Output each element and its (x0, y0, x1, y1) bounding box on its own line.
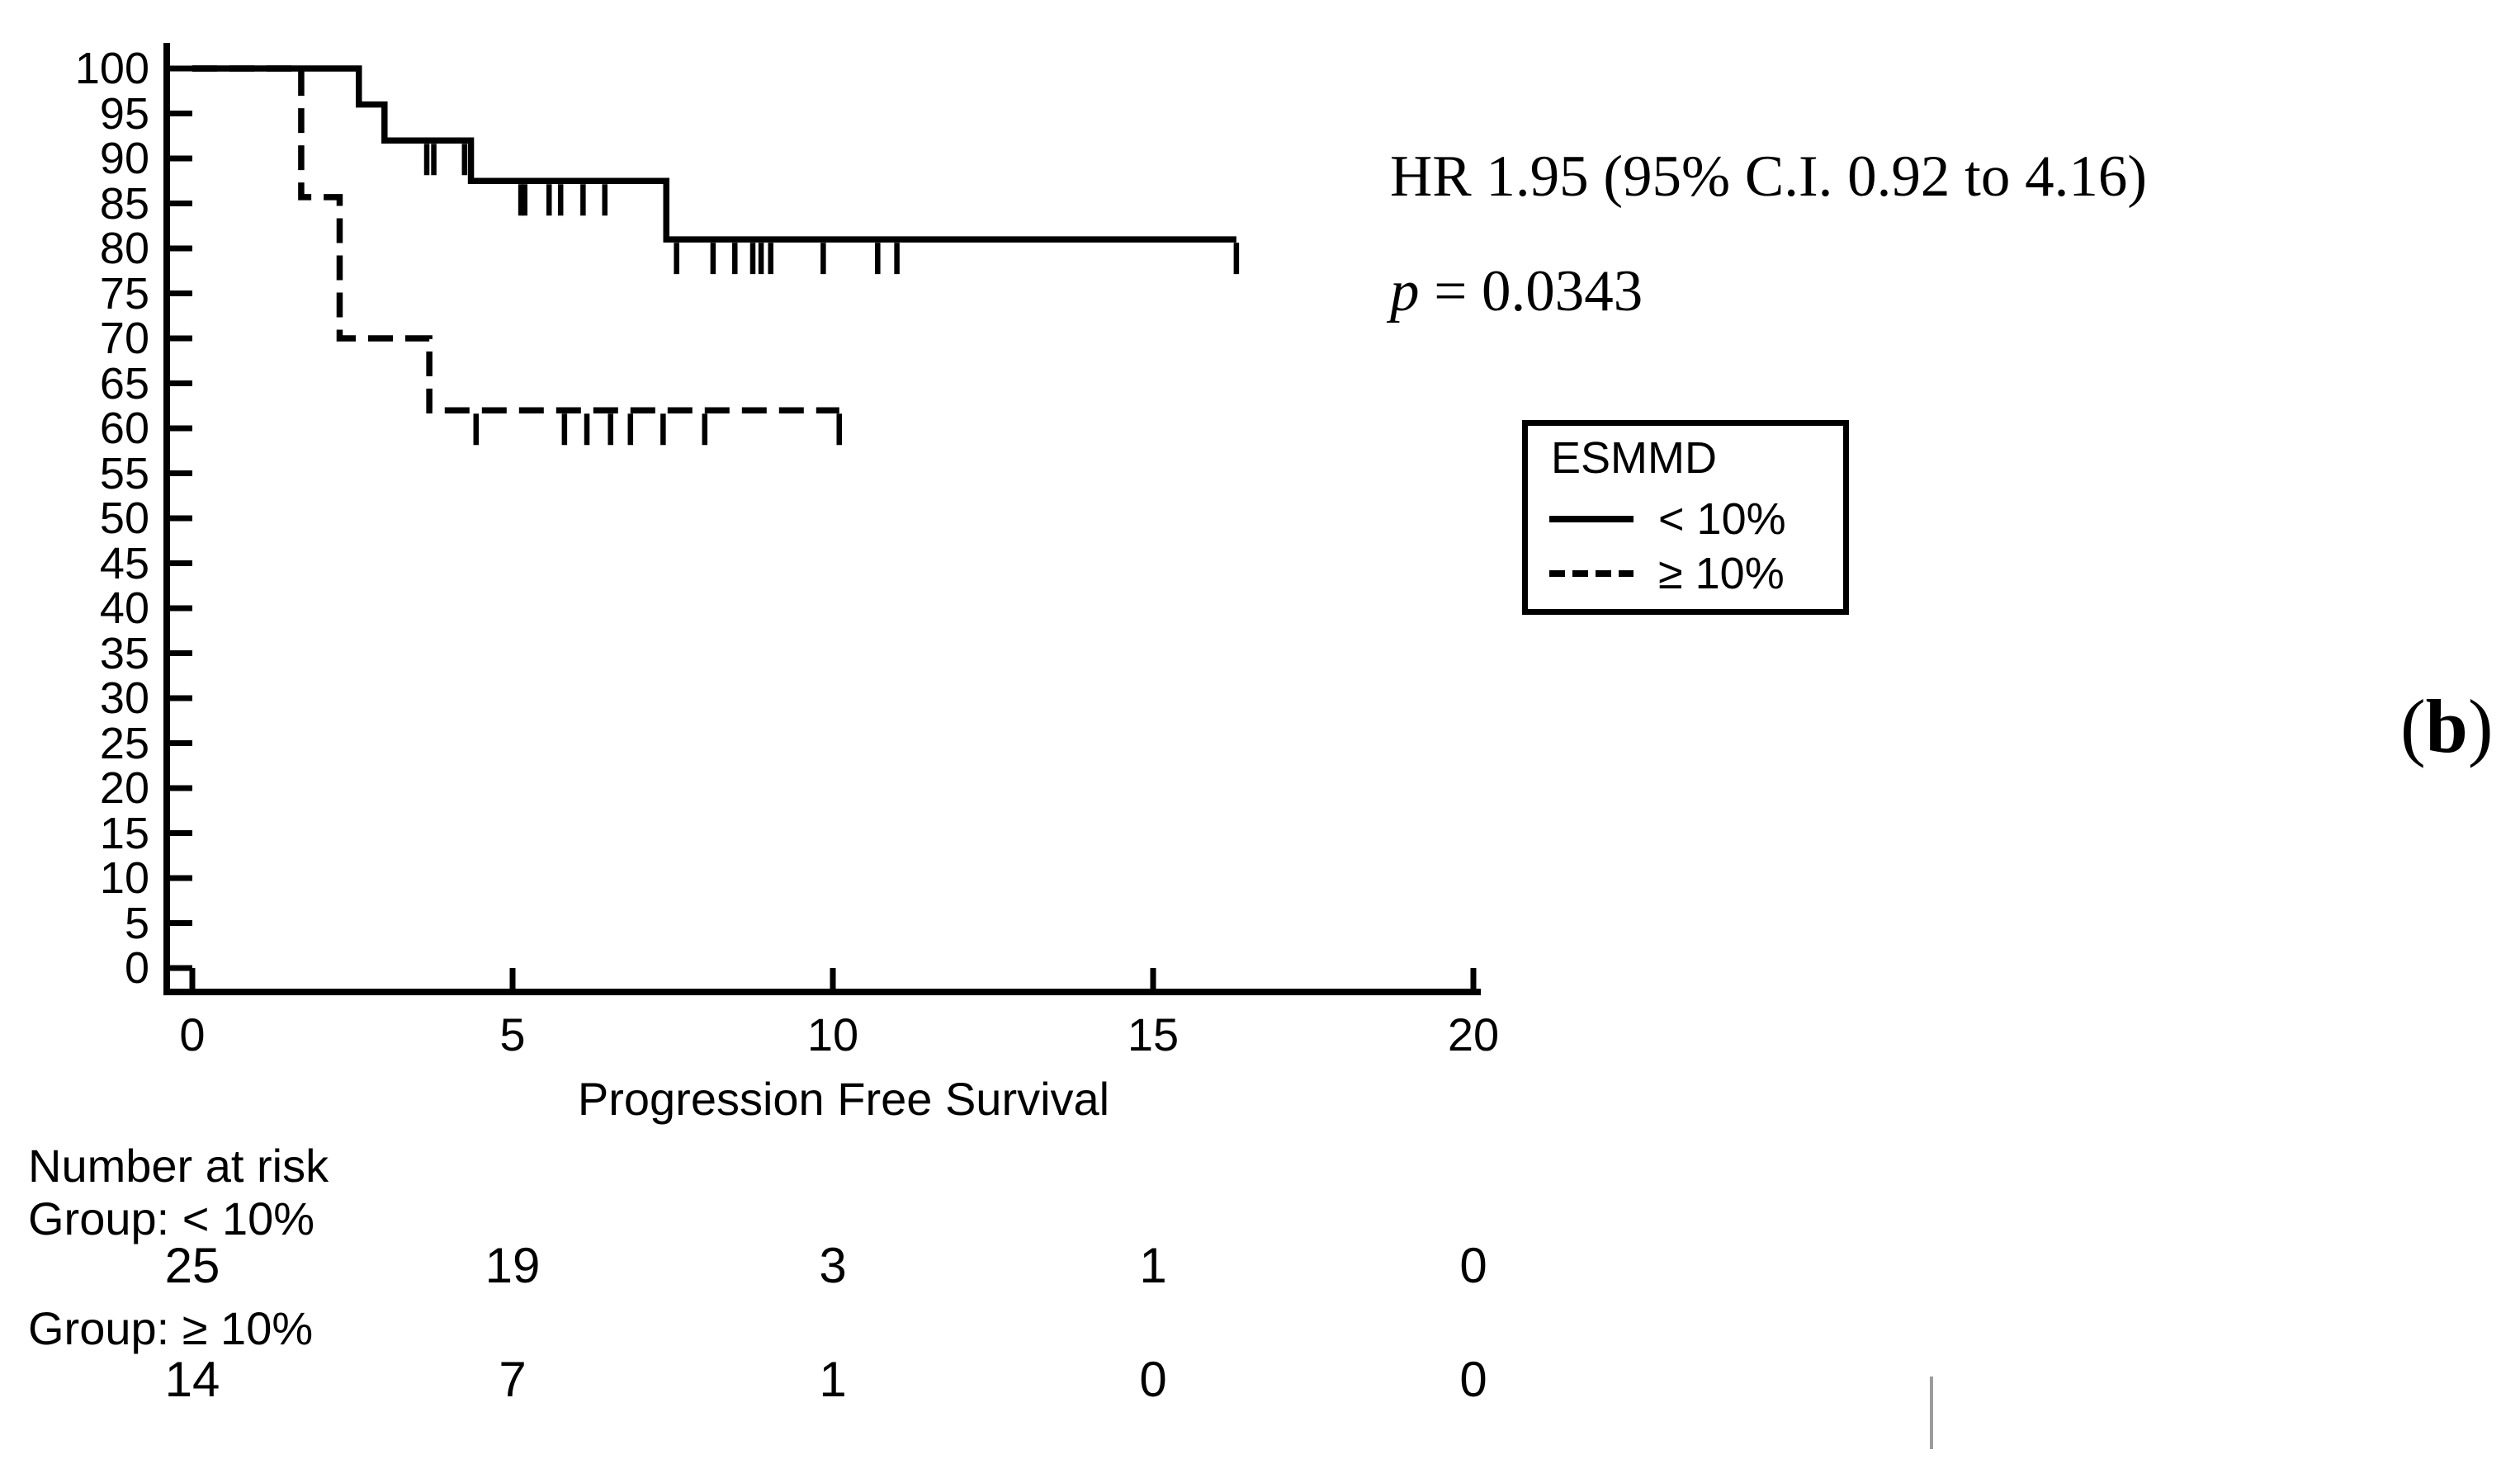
legend-solid-line-sample (1549, 516, 1634, 522)
y-tick-label-95: 95 (99, 88, 149, 139)
y-tick-label-45: 45 (99, 538, 149, 588)
y-tick-label-90: 90 (99, 134, 149, 183)
y-tick-label-75: 75 (99, 268, 149, 319)
stray-text-caret (1930, 1377, 1933, 1449)
y-tick-label-85: 85 (99, 178, 149, 229)
y-tick-label-0: 0 (124, 943, 149, 993)
y-tick-label-10: 10 (99, 853, 149, 903)
x-tick-label-5: 5 (499, 1008, 526, 1060)
risk-count-group1-t20: 0 (1459, 1352, 1487, 1407)
x-tick-label-10: 10 (806, 1008, 859, 1060)
y-tick-label-40: 40 (99, 583, 149, 633)
risk-count-group0-t10: 3 (819, 1238, 847, 1293)
p-value: = 0.0343 (1419, 259, 1643, 323)
y-tick-label-35: 35 (99, 628, 149, 678)
x-tick-label-20: 20 (1447, 1008, 1500, 1060)
risk-count-group0-t0: 25 (164, 1238, 220, 1293)
risk-count-group1-t0: 14 (164, 1352, 220, 1407)
figure-label-open-paren: ( (2400, 684, 2426, 768)
legend-item-gte10: ≥ 10% (1658, 549, 1785, 598)
risk-count-group1-t5: 7 (499, 1352, 527, 1407)
hazard-ratio-annotation: HR 1.95 (95% C.I. 0.92 to 4.16) (1390, 144, 2148, 209)
legend-dashed-line-sample (1549, 570, 1634, 577)
y-tick-label-70: 70 (99, 314, 149, 363)
y-tick-label-5: 5 (124, 898, 149, 948)
risk-count-group1-t10: 1 (819, 1352, 847, 1407)
y-tick-label-80: 80 (99, 224, 149, 273)
legend-item-lt10: < 10% (1658, 494, 1786, 544)
risk-group-gte10-label: Group: ≥ 10% (28, 1302, 314, 1354)
y-tick-label-65: 65 (99, 358, 149, 409)
y-tick-label-25: 25 (99, 718, 149, 768)
x-tick-label-15: 15 (1127, 1008, 1180, 1060)
p-symbol: p (1390, 259, 1420, 323)
y-tick-label-50: 50 (99, 494, 149, 543)
risk-table-title: Number at risk (28, 1140, 329, 1192)
y-tick-label-15: 15 (99, 808, 149, 858)
y-tick-label-20: 20 (99, 763, 149, 813)
risk-count-group0-t15: 1 (1139, 1238, 1167, 1293)
legend-box: ESMMD < 10% ≥ 10% (1522, 420, 1849, 615)
legend-title: ESMMD (1551, 433, 1717, 483)
risk-group-lt10-label: Group: < 10% (28, 1192, 315, 1244)
risk-count-group0-t20: 0 (1459, 1238, 1487, 1293)
x-axis-title: Progression Free Survival (577, 1073, 1110, 1125)
km-curve-dashed (192, 65, 839, 413)
y-tick-label-30: 30 (99, 673, 149, 723)
figure-label-letter: b (2425, 684, 2468, 768)
figure-label: (b) (2400, 687, 2493, 766)
risk-count-group0-t5: 19 (485, 1238, 541, 1293)
km-curve-solid (192, 65, 1236, 243)
figure-label-close-paren: ) (2467, 684, 2494, 768)
y-tick-label-60: 60 (99, 404, 149, 453)
x-tick-label-0: 0 (179, 1008, 206, 1060)
risk-count-group1-t15: 0 (1139, 1352, 1167, 1407)
y-tick-label-55: 55 (99, 448, 149, 498)
p-value-annotation: p = 0.0343 (1390, 260, 1643, 323)
y-tick-label-100: 100 (74, 44, 149, 93)
